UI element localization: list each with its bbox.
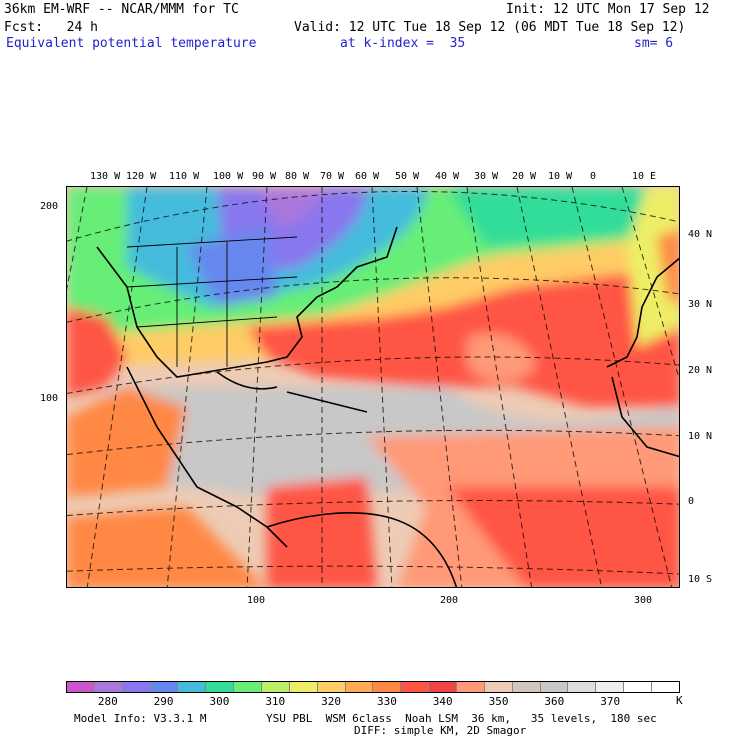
- latitude-label: 20 N: [688, 365, 713, 376]
- grid-x-label: 100: [247, 595, 266, 606]
- colorbar-label: 330: [376, 695, 397, 708]
- longitude-label: 60 W: [355, 171, 380, 182]
- colorbar-swatch: [624, 682, 653, 692]
- coastlines: [96, 226, 679, 587]
- colorbar-swatch: [94, 682, 123, 692]
- grid-x-label: 300: [634, 595, 653, 606]
- colorbar-label: 300: [209, 695, 230, 708]
- colorbar-label: 280: [97, 695, 118, 708]
- colorbar-swatch: [289, 682, 318, 692]
- colorbar-label: 360: [544, 695, 565, 708]
- longitude-label: 130 W: [90, 171, 121, 182]
- colorbar-label: 320: [321, 695, 341, 708]
- diffusion-info: DIFF: simple KM, 2D Smagor: [354, 724, 527, 737]
- field-name: Equivalent potential temperature: [6, 36, 257, 51]
- colorbar-label: 310: [265, 695, 286, 708]
- latitude-label: 40 N: [688, 229, 713, 240]
- colorbar-swatch: [234, 682, 263, 692]
- grid-y-label: 200: [40, 201, 59, 212]
- colorbar-swatch: [178, 682, 207, 692]
- longitude-label: 50 W: [395, 171, 420, 182]
- colorbar-unit: K: [676, 694, 683, 707]
- colorbar-swatch: [512, 682, 541, 692]
- theta-e-field: [67, 187, 679, 587]
- model-title: 36km EM-WRF -- NCAR/MMM for TC: [4, 2, 239, 17]
- colorbar-swatch: [206, 682, 235, 692]
- physics-info: YSU PBL WSM 6class Noah LSM 36 km, 35 le…: [266, 712, 657, 725]
- longitude-label: 120 W: [126, 171, 157, 182]
- colorbar-swatch: [122, 682, 151, 692]
- longitude-label: 80 W: [285, 171, 310, 182]
- longitude-label: 110 W: [169, 171, 200, 182]
- latitude-label: 10 S: [688, 574, 713, 585]
- grid-x-label: 200: [440, 595, 459, 606]
- colorbar-label: 290: [153, 695, 174, 708]
- longitude-label: 90 W: [252, 171, 277, 182]
- longitude-label: 70 W: [320, 171, 345, 182]
- colorbar: [66, 681, 680, 693]
- graticule: [67, 187, 679, 587]
- longitude-label: 30 W: [474, 171, 499, 182]
- colorbar-swatch: [373, 682, 402, 692]
- model-info: Model Info: V3.3.1 M: [74, 712, 207, 725]
- colorbar-label: 350: [488, 695, 509, 708]
- longitude-label: 10 E: [632, 171, 657, 182]
- longitude-label: 0: [590, 171, 597, 182]
- colorbar-swatch: [262, 682, 290, 692]
- colorbar-swatch: [401, 682, 430, 692]
- valid-time: Valid: 12 UTC Tue 18 Sep 12 (06 MDT Tue …: [294, 20, 686, 35]
- smoothing-info: sm= 6: [634, 36, 674, 51]
- colorbar-swatch: [67, 682, 95, 692]
- colorbar-label: 340: [432, 695, 453, 708]
- longitude-label: 100 W: [213, 171, 244, 182]
- colorbar-swatch: [568, 682, 597, 692]
- map-panel: [66, 186, 680, 588]
- colorbar-swatch: [652, 682, 679, 692]
- forecast-hour: Fcst: 24 h: [4, 20, 98, 35]
- colorbar-swatch: [457, 682, 485, 692]
- colorbar-label: 370: [600, 695, 621, 708]
- level-info: at k-index = 35: [340, 36, 466, 51]
- longitude-label: 20 W: [512, 171, 537, 182]
- colorbar-swatch: [317, 682, 346, 692]
- colorbar-swatch: [345, 682, 374, 692]
- colorbar-swatch: [484, 682, 513, 692]
- colorbar-swatch: [596, 682, 625, 692]
- latitude-label: 0: [688, 496, 695, 507]
- colorbar-swatch: [150, 682, 179, 692]
- borders: [126, 236, 298, 367]
- colorbar-swatch: [540, 682, 569, 692]
- grid-y-label: 100: [40, 393, 59, 404]
- longitude-label: 40 W: [435, 171, 460, 182]
- latitude-label: 30 N: [688, 299, 713, 310]
- longitude-label: 10 W: [548, 171, 573, 182]
- colorbar-swatch: [429, 682, 458, 692]
- latitude-label: 10 N: [688, 431, 713, 442]
- init-time: Init: 12 UTC Mon 17 Sep 12: [506, 2, 710, 17]
